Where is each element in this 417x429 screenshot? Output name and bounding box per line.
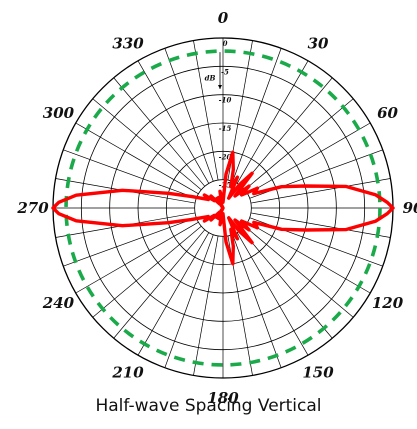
angle-label: 330 bbox=[112, 34, 144, 52]
grid-spoke bbox=[244, 225, 354, 318]
grid-spoke bbox=[92, 225, 202, 318]
grid-spoke bbox=[247, 122, 371, 195]
angle-label: 180 bbox=[207, 389, 239, 407]
grid-spoke bbox=[164, 234, 214, 368]
grid-spoke bbox=[75, 221, 199, 294]
radial-tick-label: -10 bbox=[219, 96, 232, 105]
angle-label: 240 bbox=[42, 294, 75, 312]
radial-tick-label: 0 bbox=[223, 39, 228, 48]
grid-spoke bbox=[244, 98, 354, 191]
angle-label: 120 bbox=[372, 294, 404, 312]
angle-label: 270 bbox=[16, 199, 49, 217]
grid-spoke bbox=[193, 235, 219, 376]
grid-spoke bbox=[113, 77, 206, 187]
grid-spoke bbox=[113, 229, 206, 339]
angle-label: 90 bbox=[403, 199, 417, 217]
grid-spoke bbox=[63, 149, 197, 199]
angle-label: 210 bbox=[111, 364, 144, 382]
angle-label: 150 bbox=[302, 364, 334, 382]
grid-spoke bbox=[240, 77, 333, 187]
grid-spoke bbox=[250, 178, 391, 204]
grid-spoke bbox=[250, 212, 391, 238]
radial-tick-label: -5 bbox=[221, 67, 229, 76]
grid-spoke bbox=[240, 229, 333, 339]
grid-spoke bbox=[247, 221, 371, 294]
radiation-pattern-series bbox=[51, 150, 395, 266]
angle-label: 30 bbox=[308, 34, 329, 52]
angle-label: 300 bbox=[43, 104, 75, 122]
radial-tick-label: -15 bbox=[219, 124, 232, 133]
chart-caption: Half-wave Spacing Vertical bbox=[95, 396, 322, 416]
reference-dashed-circle bbox=[64, 49, 382, 367]
radial-tick-label: -20 bbox=[219, 152, 232, 161]
angle-label: 0 bbox=[218, 9, 229, 27]
grid-spoke bbox=[232, 48, 282, 182]
angle-label: 60 bbox=[377, 104, 398, 122]
radial-unit-arrowhead bbox=[218, 85, 222, 89]
grid-spoke bbox=[63, 217, 197, 267]
grid-spoke bbox=[236, 232, 309, 356]
grid-spoke bbox=[164, 48, 214, 182]
grid-spoke bbox=[137, 60, 210, 184]
grid-spoke bbox=[193, 40, 219, 181]
grid-spoke bbox=[232, 234, 282, 368]
radial-unit-label: dB bbox=[205, 74, 216, 83]
grid-spoke bbox=[92, 98, 202, 191]
grid-spoke bbox=[137, 232, 210, 356]
grid-spoke bbox=[236, 60, 309, 184]
grid-spoke bbox=[75, 122, 199, 195]
